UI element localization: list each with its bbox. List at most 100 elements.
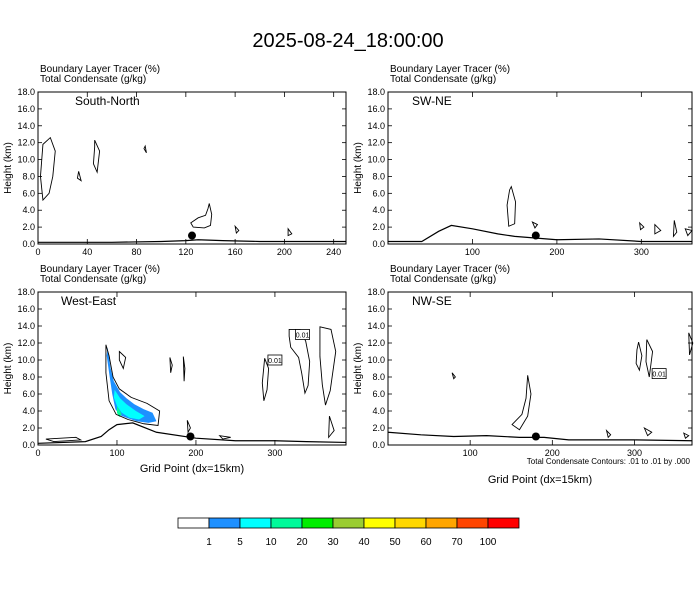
condensate-contour xyxy=(261,358,270,401)
panel-nw-se: Boundary Layer Tracer (%)Total Condensat… xyxy=(353,264,694,486)
colorbar-label: 20 xyxy=(296,537,308,548)
condensate-contour xyxy=(683,432,690,439)
colorbar-label: 10 xyxy=(265,537,277,548)
colorbar-label: 70 xyxy=(451,537,463,548)
condensate-contour xyxy=(635,342,643,372)
location-marker xyxy=(531,432,540,441)
y-axis-label: Height (km) xyxy=(353,142,364,194)
x-tick-label: 160 xyxy=(228,247,243,257)
y-tick-label: 4.0 xyxy=(22,406,35,416)
condensate-contour xyxy=(218,435,231,440)
panel-frame xyxy=(387,91,693,245)
y-tick-label: 8.0 xyxy=(372,372,385,382)
y-tick-label: 8.0 xyxy=(22,171,35,181)
y-tick-label: 12.0 xyxy=(367,338,385,348)
tracer-shading xyxy=(113,389,145,420)
colorbar-label: 30 xyxy=(327,537,339,548)
panel-name: SW-NE xyxy=(412,94,452,108)
condensate-contour xyxy=(511,375,532,431)
panel-frame xyxy=(37,91,347,245)
contour-label: 0.01 xyxy=(296,333,310,340)
y-tick-label: 6.0 xyxy=(22,389,35,399)
y-tick-label: 16.0 xyxy=(17,104,35,114)
contour-label-box xyxy=(295,329,310,340)
condensate-contour xyxy=(105,344,161,426)
condensate-contour xyxy=(169,357,173,373)
colorbar-label: 100 xyxy=(480,537,497,548)
contour-label-box xyxy=(651,368,667,380)
y-tick-label: 2.0 xyxy=(372,222,385,232)
y-tick-label: 6.0 xyxy=(372,188,385,198)
panel-name: NW-SE xyxy=(412,294,452,308)
x-axis-label: Grid Point (dx=15km) xyxy=(488,474,592,486)
condensate-contour xyxy=(684,228,693,237)
colorbar-cell xyxy=(208,517,241,529)
y-tick-label: 0.0 xyxy=(22,440,35,450)
x-tick-label: 200 xyxy=(277,247,292,257)
y-tick-label: 4.0 xyxy=(22,205,35,215)
x-tick-label: 100 xyxy=(109,448,124,458)
y-tick-label: 14.0 xyxy=(17,321,35,331)
y-tick-label: 4.0 xyxy=(372,406,385,416)
condensate-contour xyxy=(328,415,335,439)
colorbar-cell xyxy=(456,517,489,529)
colorbar-cell xyxy=(239,517,272,529)
location-marker xyxy=(186,432,195,441)
y-tick-label: 14.0 xyxy=(367,121,385,131)
colorbar-label: 5 xyxy=(237,537,243,548)
condensate-contour xyxy=(639,221,645,231)
panel-header-tracer: Boundary Layer Tracer (%) xyxy=(390,64,510,75)
tracer-shading xyxy=(116,405,122,417)
condensate-contour xyxy=(118,350,127,370)
x-tick-label: 0 xyxy=(35,448,40,458)
panel-name: West-East xyxy=(61,294,117,308)
panel-header-tracer: Boundary Layer Tracer (%) xyxy=(40,64,160,75)
contour-label-box xyxy=(267,354,283,366)
y-axis-label: Height (km) xyxy=(353,343,364,395)
y-tick-label: 6.0 xyxy=(372,389,385,399)
y-tick-label: 12.0 xyxy=(17,138,35,148)
contour-label: 0.01 xyxy=(652,372,666,379)
x-tick-label: 300 xyxy=(634,247,649,257)
x-tick-label: 200 xyxy=(549,247,564,257)
panel-header-condensate: Total Condensate (g/kg) xyxy=(390,74,496,85)
terrain-line xyxy=(38,239,346,243)
y-tick-label: 12.0 xyxy=(17,338,35,348)
x-tick-label: 40 xyxy=(82,247,92,257)
panel-header-tracer: Boundary Layer Tracer (%) xyxy=(390,264,510,275)
colorbar-cell xyxy=(177,517,210,529)
colorbar-cell xyxy=(425,517,458,529)
x-tick-label: 120 xyxy=(178,247,193,257)
x-tick-label: 100 xyxy=(465,247,480,257)
colorbar-cell xyxy=(301,517,334,529)
x-tick-label: 240 xyxy=(326,247,341,257)
condensate-contour xyxy=(645,339,654,378)
panel-header-condensate: Total Condensate (g/kg) xyxy=(40,274,146,285)
contour-label: 0.01 xyxy=(268,358,282,365)
y-tick-label: 10.0 xyxy=(367,155,385,165)
y-tick-label: 18.0 xyxy=(17,287,35,297)
y-tick-label: 6.0 xyxy=(22,188,35,198)
colorbar-label: 40 xyxy=(358,537,370,548)
panel-west-east: Boundary Layer Tracer (%)Total Condensat… xyxy=(3,264,347,475)
y-tick-label: 18.0 xyxy=(17,87,35,97)
colorbar: 1 5 10 20 30 40 50 60 70 100 xyxy=(177,517,520,548)
terrain-line xyxy=(387,431,693,442)
colorbar-label: 1 xyxy=(206,537,212,548)
y-tick-label: 12.0 xyxy=(367,138,385,148)
panel-header-condensate: Total Condensate (g/kg) xyxy=(390,274,496,285)
colorbar-cell xyxy=(332,517,365,529)
x-tick-label: 200 xyxy=(188,448,203,458)
x-tick-label: 200 xyxy=(545,448,560,458)
y-tick-label: 18.0 xyxy=(367,87,385,97)
y-tick-label: 16.0 xyxy=(17,304,35,314)
y-tick-label: 10.0 xyxy=(367,355,385,365)
colorbar-cell xyxy=(363,517,396,529)
condensate-contour xyxy=(287,227,293,237)
condensate-contour xyxy=(76,171,82,182)
y-tick-label: 4.0 xyxy=(372,205,385,215)
colorbar-label: 50 xyxy=(389,537,401,548)
condensate-contour xyxy=(451,372,456,380)
y-axis-label: Height (km) xyxy=(3,142,14,194)
location-marker xyxy=(188,231,196,240)
